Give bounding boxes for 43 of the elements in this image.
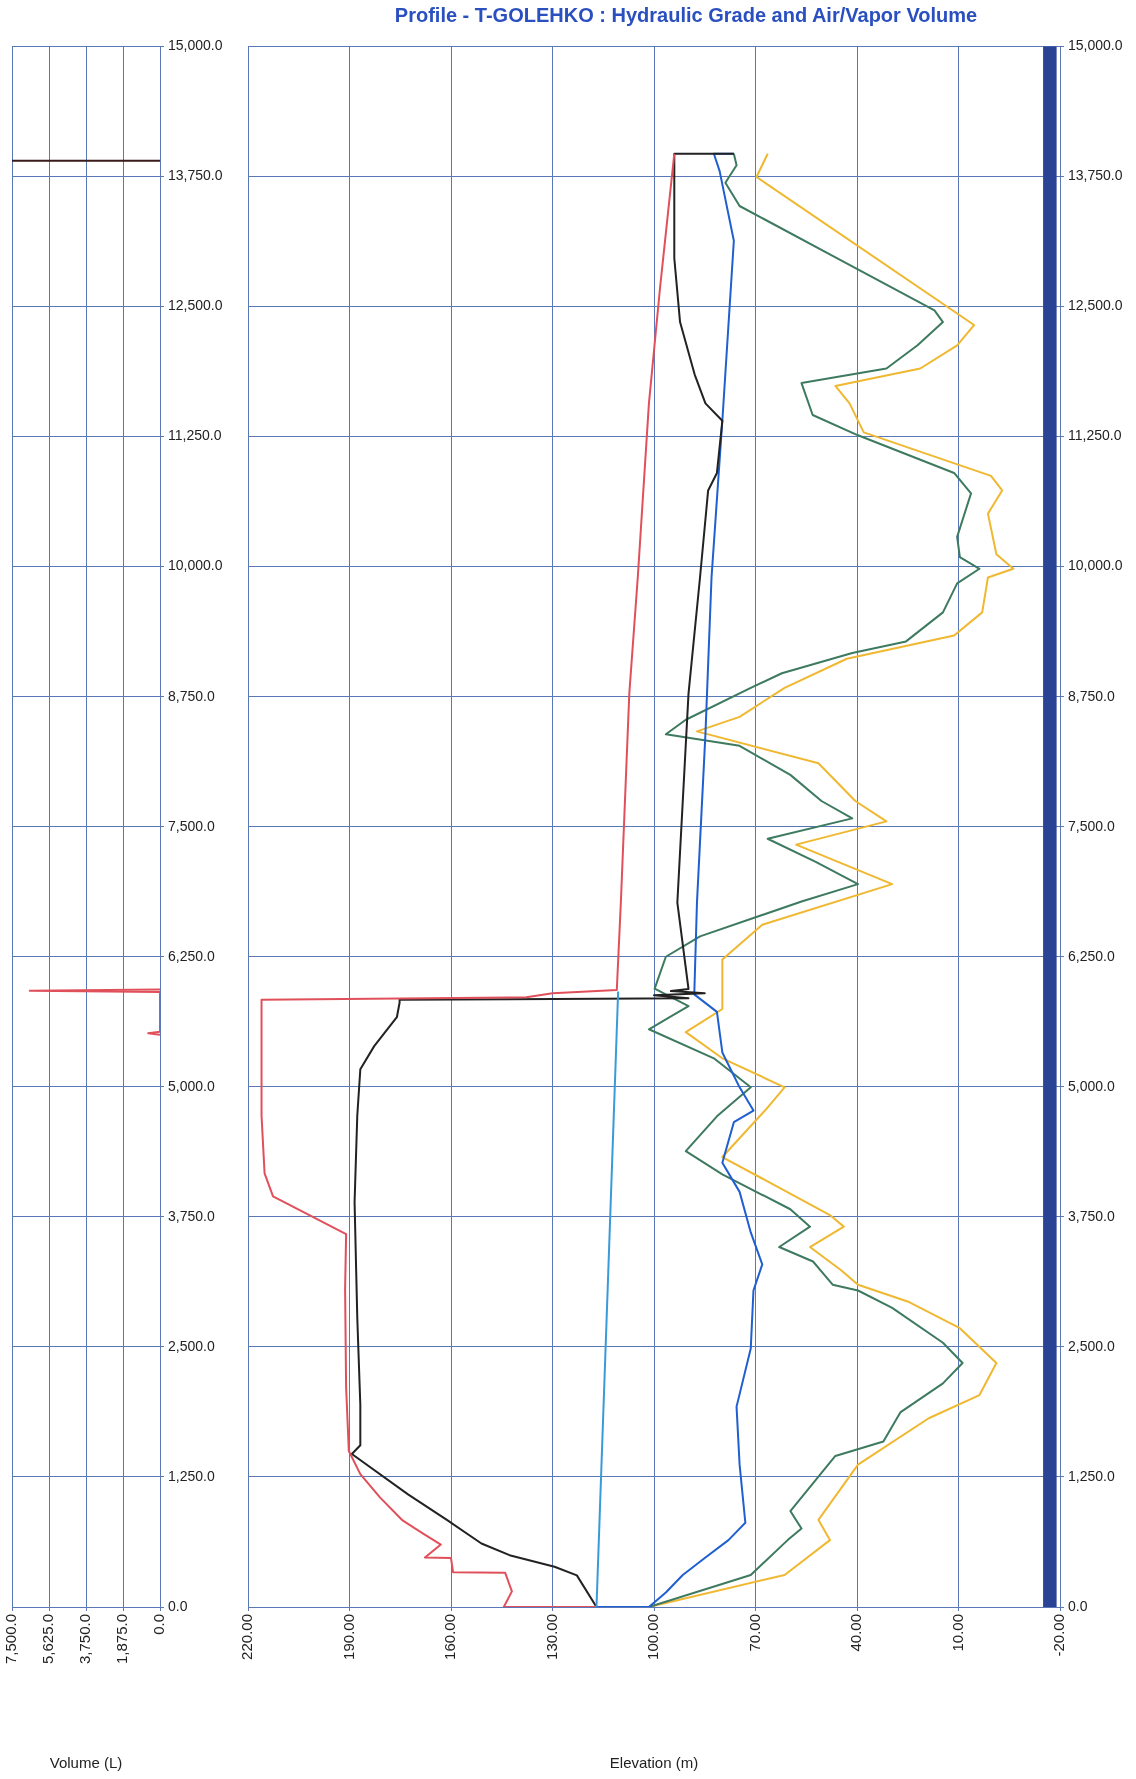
x-axis-title: Elevation (m) — [609, 1754, 699, 1772]
y-tick-label: 8,750.0 — [168, 687, 215, 704]
x-tick-label: 1,875.0 — [113, 1614, 131, 1665]
y-tick-label: 3,750.0 — [168, 1207, 215, 1224]
x-tick-label: 130.00 — [542, 1614, 560, 1660]
x-tick-label: 160.00 — [441, 1614, 459, 1660]
y-tick-label: 3,750.0 — [1068, 1207, 1115, 1224]
y-tick-label: 11,250.0 — [168, 427, 222, 444]
y-tick-label: 15,000.0 — [1068, 37, 1123, 54]
y-tick-label: 5,000.0 — [168, 1077, 215, 1094]
y-tick-label: 0.0 — [168, 1597, 188, 1614]
y-tick-label: 11,250.0 — [1068, 427, 1122, 444]
y-tick-label: 2,500.0 — [1068, 1337, 1115, 1354]
y-tick-label: 8,750.0 — [1068, 687, 1115, 704]
y-tick-label: 15,000.0 — [168, 37, 223, 54]
y-tick-label: 7,500.0 — [168, 817, 215, 834]
y-tick-label: 5,000.0 — [1068, 1077, 1115, 1094]
y-tick-label: 2,500.0 — [168, 1337, 215, 1354]
y-tick-label: 1,250.0 — [1068, 1467, 1115, 1484]
x-tick-label: 7,500.0 — [2, 1614, 20, 1665]
y-tick-label: 10,000.0 — [168, 557, 223, 574]
x-tick-label: 40.00 — [847, 1614, 865, 1652]
y-tick-label: 0.0 — [1068, 1597, 1088, 1614]
y-tick-label: 10,000.0 — [1068, 557, 1123, 574]
x-axis-title: Volume (L) — [49, 1754, 123, 1772]
y-tick-label: 12,500.0 — [1068, 297, 1123, 314]
x-tick-label: 5,625.0 — [39, 1614, 57, 1665]
y-tick-label: 6,250.0 — [1068, 947, 1115, 964]
x-tick-label: -20.00 — [1050, 1614, 1068, 1657]
x-tick-label: 10.00 — [948, 1614, 966, 1652]
x-tick-label: 70.00 — [745, 1614, 763, 1652]
y-tick-label: 7,500.0 — [1068, 817, 1115, 834]
y-tick-label: 1,250.0 — [168, 1467, 215, 1484]
x-tick-label: 220.00 — [238, 1614, 256, 1660]
y-tick-label: 6,250.0 — [168, 947, 215, 964]
chart-title: Profile - T-GOLEHKO : Hydraulic Grade and Air/Vapor Volume — [393, 4, 979, 27]
x-tick-label: 0.0 — [150, 1614, 168, 1635]
y-tick-label: 13,750.0 — [168, 167, 223, 184]
y-tick-label: 13,750.0 — [1068, 167, 1123, 184]
x-tick-label: 3,750.0 — [76, 1614, 94, 1665]
x-tick-label: 190.00 — [339, 1614, 357, 1660]
x-tick-label: 100.00 — [644, 1614, 662, 1660]
y-tick-label: 12,500.0 — [168, 297, 223, 314]
